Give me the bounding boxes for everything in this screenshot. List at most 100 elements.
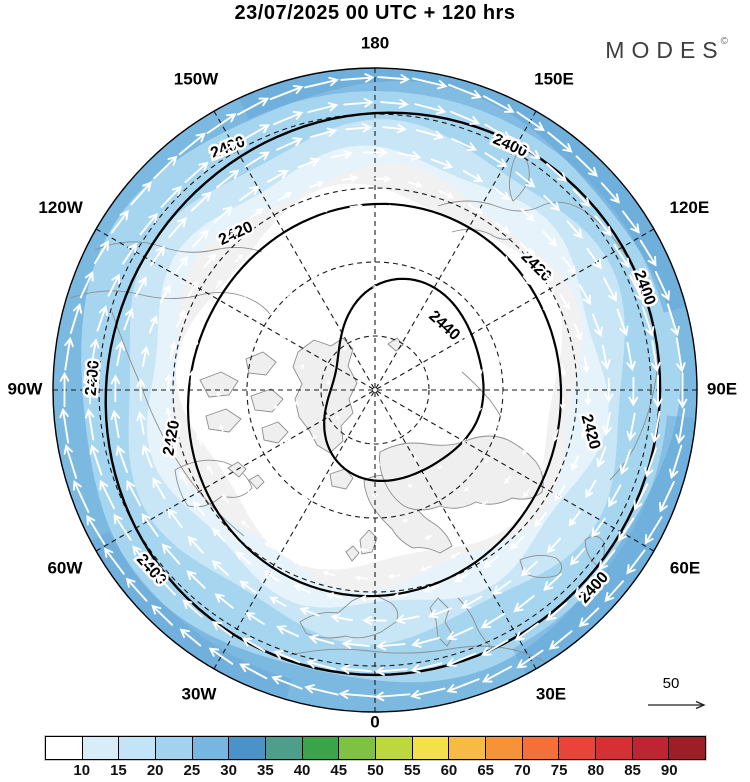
colorbar-tick-label: 60 <box>440 762 458 779</box>
wind-arrow <box>419 565 432 572</box>
wind-arrow <box>136 377 146 402</box>
wind-arrow <box>410 687 446 700</box>
wind-arrow <box>330 613 354 623</box>
wind-arrow <box>509 535 525 550</box>
wind-arrow <box>249 208 264 220</box>
wind-arrow <box>644 516 663 545</box>
wind-arrow <box>651 339 661 373</box>
coastline <box>429 597 454 647</box>
wind-arrow <box>501 391 506 399</box>
wind-arrow <box>312 434 317 440</box>
wind-arrow <box>235 551 251 565</box>
wind-arrow <box>374 691 411 702</box>
wind-arrow <box>241 416 246 424</box>
wind-arrow <box>480 500 489 508</box>
wind-arrow <box>345 123 373 133</box>
wind-arrow <box>122 242 138 265</box>
wind-arrow <box>412 77 448 90</box>
wind-arrow <box>603 277 617 303</box>
contour-2440 <box>323 277 485 482</box>
longitude-label: 150W <box>174 69 219 88</box>
wind-arrow <box>504 475 511 484</box>
wind-arrow <box>501 512 511 522</box>
wind-arrow <box>275 137 303 151</box>
wind-arrow <box>218 357 224 368</box>
coastline <box>261 421 289 444</box>
wind-arrow <box>93 240 109 265</box>
wind-arrow <box>63 444 78 479</box>
wind-arrow <box>153 155 178 180</box>
wind-arrow <box>413 210 426 217</box>
wind-arrow <box>641 306 655 337</box>
wind-arrow <box>115 445 128 474</box>
wind-arrow <box>427 607 452 619</box>
contour-2420 <box>186 202 563 598</box>
wind-arrow <box>586 247 602 270</box>
wind-arrow <box>406 483 413 488</box>
wind-arrow <box>545 602 568 621</box>
wind-arrow <box>585 479 597 499</box>
wind-arrow <box>392 592 408 600</box>
colorbar-cell <box>192 737 230 759</box>
wind-arrow <box>482 555 499 569</box>
wind-arrow <box>159 284 171 303</box>
wind-arrow <box>263 570 280 582</box>
wind-arrow <box>134 276 147 297</box>
wind-arrow <box>423 585 440 593</box>
wind-arrow <box>582 356 590 374</box>
colorbar-cell <box>669 737 706 759</box>
wind-arrow <box>591 517 606 538</box>
wind-arrow <box>334 489 342 494</box>
wind-arrow <box>572 188 591 208</box>
wind-arrow <box>395 614 420 625</box>
wind-arrow <box>541 302 548 313</box>
wind-arrow <box>287 217 299 225</box>
wind-arrow <box>412 455 418 460</box>
colorbar-cell <box>632 737 670 759</box>
copyright-mark: © <box>720 36 728 47</box>
wind-arrow <box>110 374 121 403</box>
wind-arrow <box>244 151 270 168</box>
wind-arrow <box>491 580 512 595</box>
wind-arrows <box>59 73 688 702</box>
wind-arrow <box>437 464 442 470</box>
wind-arrow <box>179 471 189 487</box>
wind-arrow <box>520 560 538 577</box>
wind-arrow <box>273 110 304 126</box>
wind-arrow <box>377 74 411 84</box>
wind-arrow <box>437 309 444 315</box>
wind-arrow <box>481 665 513 683</box>
wind-arrow <box>179 628 202 647</box>
wind-arrow <box>561 364 567 377</box>
wind-arrow <box>616 308 629 337</box>
wind-arrow <box>285 248 293 255</box>
wind-arrow <box>256 449 261 455</box>
reference-vector: 50 <box>648 675 706 710</box>
wind-arrow <box>170 439 178 455</box>
wind-arrow <box>69 302 83 334</box>
coastline <box>245 351 277 376</box>
wind-arrow <box>584 390 592 406</box>
wind-arrow <box>387 309 394 315</box>
coastline <box>461 371 502 418</box>
wind-arrow <box>110 409 121 439</box>
wind-arrow <box>269 596 287 607</box>
wind-arrow <box>435 507 442 512</box>
wind-arrow <box>439 428 444 434</box>
wind-arrow <box>348 227 358 232</box>
wind-arrow <box>64 336 74 371</box>
wind-arrow <box>359 595 376 602</box>
coastline <box>174 459 253 508</box>
wind-arrow <box>372 284 379 290</box>
colorbar-cell <box>119 737 157 759</box>
wind-arrow <box>339 664 372 675</box>
wind-arrow <box>424 535 433 540</box>
wind-arrow <box>303 496 310 502</box>
wind-arrow <box>307 102 339 114</box>
wind-arrow <box>182 599 203 618</box>
wind-arrow <box>554 332 560 344</box>
wind-arrow <box>411 636 440 648</box>
colorbar-tick-label: 30 <box>220 762 237 779</box>
wind-arrow <box>293 531 303 538</box>
